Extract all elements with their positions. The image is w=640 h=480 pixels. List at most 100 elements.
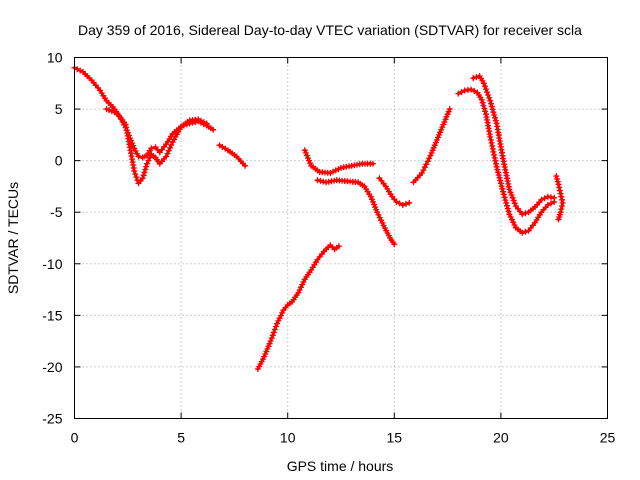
plus-marker [270, 329, 277, 336]
x-tick-label: 5 [177, 430, 185, 446]
plus-marker [106, 107, 113, 114]
plus-marker [163, 153, 170, 160]
plus-marker [519, 229, 526, 236]
y-tick-label: -15 [42, 307, 62, 323]
plus-marker [495, 169, 502, 176]
plus-marker [488, 139, 495, 146]
x-tick-label: 0 [71, 430, 79, 446]
plus-marker [274, 320, 280, 327]
plus-marker [391, 241, 398, 248]
plus-marker [495, 172, 502, 179]
plus-marker [335, 166, 342, 173]
plus-marker [132, 171, 139, 178]
plus-marker [403, 201, 409, 207]
plus-marker [557, 190, 564, 197]
x-tick-label: 20 [493, 430, 509, 446]
plus-marker [335, 243, 342, 250]
plus-marker [446, 106, 453, 113]
plus-marker [491, 112, 498, 118]
plus-marker [501, 194, 508, 201]
plus-marker [479, 99, 486, 106]
plus-marker [458, 89, 465, 96]
plus-marker [470, 75, 477, 82]
plus-marker [299, 281, 306, 288]
y-tick-label: 0 [55, 153, 63, 169]
plus-marker [487, 97, 494, 104]
plus-marker [488, 103, 495, 110]
plus-marker [541, 195, 548, 202]
y-tick-label: -10 [42, 256, 62, 272]
plus-marker [511, 222, 518, 228]
y-tick-label: -20 [42, 359, 62, 375]
plus-marker [489, 106, 496, 113]
x-axis-label: GPS time / hours [287, 458, 394, 474]
plus-marker [486, 94, 493, 101]
y-tick-label: -5 [50, 204, 63, 220]
plus-marker [148, 145, 155, 152]
plus-marker [482, 108, 489, 115]
plus-marker [504, 202, 510, 209]
series-arc-3 [216, 142, 249, 169]
x-tick-label: 25 [600, 430, 616, 446]
plus-marker [522, 210, 529, 217]
plus-marker [141, 169, 148, 176]
plus-marker [556, 187, 563, 194]
series-arc-5 [301, 147, 376, 176]
plus-marker [168, 142, 175, 148]
plus-marker [164, 150, 171, 157]
plus-marker [559, 199, 566, 206]
plus-marker [480, 80, 487, 87]
plus-marker [494, 166, 501, 173]
plus-marker [553, 173, 560, 180]
plus-marker [317, 177, 324, 184]
plus-marker [554, 178, 561, 185]
axis-ticks: 0 5 10 15 20 25 -25 -20 -15 -10 -5 0 5 10 [42, 50, 615, 446]
plus-marker [375, 211, 382, 218]
plus-marker [142, 166, 149, 173]
plus-marker [268, 335, 275, 342]
plus-marker [551, 194, 558, 201]
plus-marker [500, 188, 506, 195]
plus-marker [393, 198, 400, 205]
plus-marker [502, 197, 509, 204]
plus-marker [165, 147, 172, 154]
plus-marker [548, 200, 554, 207]
plus-marker [140, 172, 147, 179]
plus-marker [267, 338, 274, 345]
grid [74, 57, 608, 419]
series-arc-4 [254, 242, 342, 372]
plus-marker [504, 205, 511, 212]
series-arc-9 [455, 86, 558, 236]
plus-marker [522, 228, 529, 235]
plus-marker [203, 120, 210, 127]
plus-marker [497, 177, 504, 184]
plus-marker [491, 154, 498, 161]
plus-marker [497, 180, 504, 187]
plus-marker [297, 284, 304, 291]
plus-marker [509, 194, 516, 201]
plus-marker [144, 160, 150, 167]
plot-frame [74, 57, 608, 419]
plus-marker [488, 100, 494, 107]
plus-marker [273, 323, 279, 330]
plus-marker [399, 202, 406, 208]
plus-marker [279, 309, 286, 316]
plus-marker [471, 88, 478, 94]
plus-marker [295, 289, 302, 296]
plus-marker [493, 163, 500, 170]
plus-marker [379, 219, 386, 226]
plus-marker [271, 326, 278, 333]
plus-marker [510, 197, 517, 204]
plus-marker [369, 160, 376, 167]
series-arc-11 [553, 173, 566, 223]
plus-marker [519, 211, 526, 218]
plus-marker [498, 183, 505, 190]
series-arc-6 [314, 177, 398, 248]
plus-marker [490, 148, 497, 155]
plus-marker [506, 211, 513, 218]
plus-marker [242, 162, 249, 169]
plus-marker [396, 200, 403, 207]
plus-marker [131, 168, 138, 174]
plus-marker [455, 90, 462, 97]
